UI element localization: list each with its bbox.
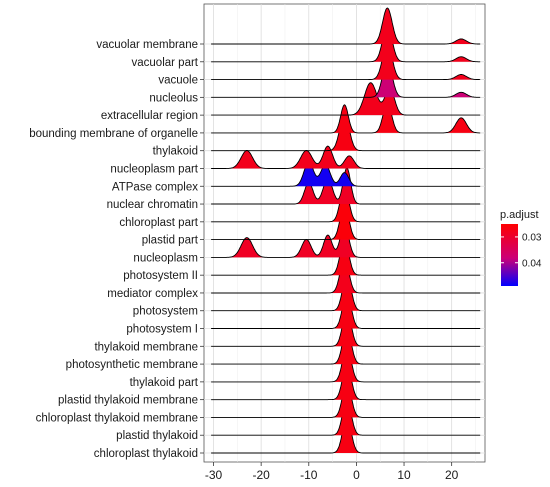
y-tick-label: nucleolus <box>149 92 198 104</box>
y-tick-label: photosystem I <box>126 324 198 336</box>
y-tick-label: bounding membrane of organelle <box>29 128 198 140</box>
legend-tick-label: 0.04 <box>522 258 542 269</box>
y-tick-label: thylakoid membrane <box>94 341 198 353</box>
ridge-outline <box>211 43 481 81</box>
ridge-outline <box>211 60 481 98</box>
y-tick-label: vacuole <box>158 75 198 87</box>
y-tick-label: thylakoid <box>153 146 198 158</box>
y-tick-label: thylakoid part <box>130 377 199 389</box>
x-tick-label: -10 <box>300 468 318 482</box>
y-tick-label: nucleoplasm part <box>110 163 198 175</box>
y-tick-label: plastid part <box>142 235 199 247</box>
ridge-outline <box>211 7 481 45</box>
ridge-fill <box>211 161 481 187</box>
ridge-fill <box>211 102 481 133</box>
x-tick-label: 10 <box>397 468 411 482</box>
y-tick-label: nucleoplasm <box>133 252 198 264</box>
ridge-outline <box>211 145 481 169</box>
y-tick-label: vacuolar membrane <box>96 39 198 51</box>
x-tick-label: 0 <box>353 468 360 482</box>
legend: p.adjust 0.03 0.04 <box>500 209 542 286</box>
y-tick-label: vacuolar part <box>132 57 199 69</box>
y-tick-label: plastid thylakoid membrane <box>58 395 198 407</box>
x-tick-label: -20 <box>252 468 270 482</box>
x-tick-label: -30 <box>205 468 223 482</box>
y-axis-labels: vacuolar membrane vacuolar part vacuole nuc… <box>29 39 204 460</box>
y-tick-label: photosystem <box>133 306 198 318</box>
y-tick-label: photosystem II <box>123 270 198 282</box>
x-tick-label: 20 <box>445 468 459 482</box>
ridge-fill <box>211 225 481 258</box>
legend-colorbar <box>501 224 518 286</box>
ridge-fill <box>211 146 481 169</box>
y-tick-label: photosynthetic membrane <box>66 359 198 371</box>
ridges <box>211 7 481 454</box>
y-tick-label: chloroplast part <box>119 217 198 229</box>
ridge-outline <box>211 167 481 205</box>
y-tick-label: plastid thylakoid <box>116 430 198 442</box>
ridge-outline <box>211 25 481 63</box>
ridge-outline <box>211 102 481 134</box>
y-tick-label: ATPase complex <box>112 181 198 193</box>
y-tick-label: extracellular region <box>101 110 198 122</box>
ridge-outline <box>211 82 481 116</box>
y-tick-label: chloroplast thylakoid membrane <box>36 412 198 424</box>
legend-tick-label: 0.03 <box>522 232 542 243</box>
ridge-outline <box>211 161 481 187</box>
legend-title: p.adjust <box>500 209 539 221</box>
y-tick-label: nuclear chromatin <box>107 199 198 211</box>
y-tick-label: chloroplast thylakoid <box>94 448 198 460</box>
x-axis: -30 -20 -10 0 10 20 <box>205 462 459 482</box>
y-tick-label: mediator complex <box>107 288 198 300</box>
